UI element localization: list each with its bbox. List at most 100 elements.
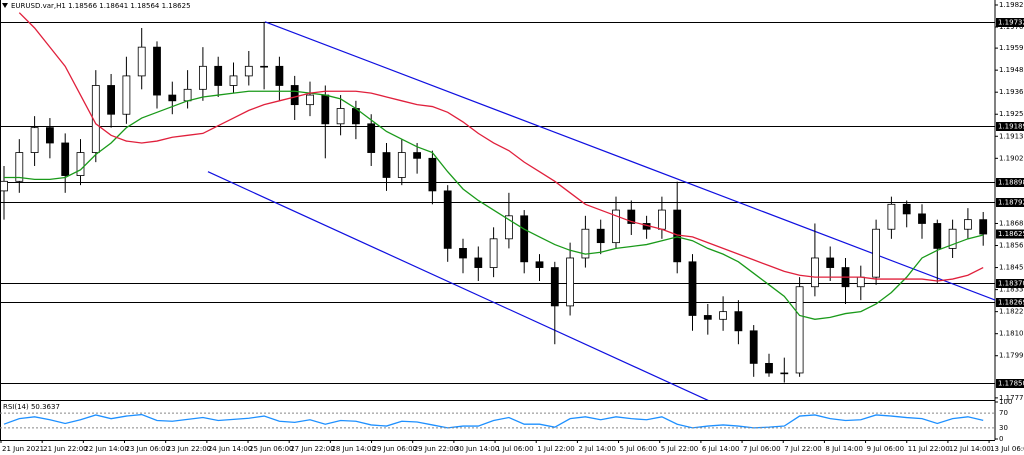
x-tick-label: 6 Jul 14:00 xyxy=(702,445,740,453)
price-label-text: 1.18625 xyxy=(998,230,1024,238)
level-label: 1.19732 xyxy=(996,18,1024,27)
x-tick-label: 25 Jun 06:00 xyxy=(249,445,293,453)
x-tick-label: 5 Jul 06:00 xyxy=(620,445,658,453)
y-tick-label: 1.19595 xyxy=(999,44,1024,52)
candle-body xyxy=(749,330,758,364)
x-tick-label: 21 Jun 2021 xyxy=(2,445,44,453)
candle-body xyxy=(504,215,513,240)
y-tick-label: 1.18105 xyxy=(999,330,1024,338)
level-label-box xyxy=(996,279,1024,288)
x-tick-label: 2 Jul 14:00 xyxy=(578,445,616,453)
x-tick-label: 7 Jul 06:00 xyxy=(743,445,781,453)
candle-body xyxy=(765,362,773,374)
candle-body xyxy=(887,203,896,230)
candle-body xyxy=(703,315,712,320)
candle-body xyxy=(734,311,743,332)
y-tick-label: 1.19480 xyxy=(999,66,1024,74)
x-tick-label: 29 Jun 22:00 xyxy=(414,445,458,453)
x-tick-label: 21 Jun 22:00 xyxy=(43,445,87,453)
candle-body xyxy=(107,85,115,115)
candle-body xyxy=(964,219,972,230)
candle-body xyxy=(566,257,574,307)
candle-body xyxy=(902,203,911,215)
candle-body xyxy=(826,257,835,268)
x-tick-label: 1 Jul 06:00 xyxy=(496,445,534,453)
candle-body xyxy=(872,228,880,278)
level-label-text: 1.17850 xyxy=(998,380,1024,388)
main-plot xyxy=(0,12,995,400)
x-tick-label: 12 Jul 14:00 xyxy=(949,445,991,453)
candle-body xyxy=(658,209,666,230)
candle-body xyxy=(413,152,422,159)
x-tick-label: 24 Jun 14:00 xyxy=(208,445,252,453)
candle-body xyxy=(933,223,942,249)
level-label: 1.19189 xyxy=(996,122,1024,131)
x-tick-label: 11 Jul 22:00 xyxy=(908,445,950,453)
level-label-box xyxy=(996,122,1024,131)
y-tick-label: 1.19020 xyxy=(999,154,1024,162)
rsi-line xyxy=(3,413,984,429)
y-tick-label: 1.19135 xyxy=(999,132,1024,140)
candle-body xyxy=(137,46,146,77)
level-label-text: 1.19732 xyxy=(998,19,1024,27)
candle-body xyxy=(382,152,391,178)
candle-body xyxy=(948,228,957,249)
candle-body xyxy=(979,219,988,235)
rsi-tick-label: 100 xyxy=(999,398,1012,406)
x-tick-label: 28 Jun 14:00 xyxy=(331,445,375,453)
candle-body xyxy=(612,209,620,244)
y-tick-label: 1.18220 xyxy=(999,308,1024,316)
y-tick-label: 1.19365 xyxy=(999,88,1024,96)
y-tick-label: 1.18450 xyxy=(999,264,1024,272)
candle-body xyxy=(535,261,544,268)
candle-body xyxy=(443,190,452,249)
moving-average xyxy=(18,12,984,282)
x-tick-label: 1 Jul 22:00 xyxy=(537,445,575,453)
y-tick-label: 1.17770 xyxy=(999,394,1024,402)
candle-body xyxy=(489,238,498,268)
candle-body xyxy=(306,94,314,106)
symbol-arrow xyxy=(2,3,8,8)
y-tick-label: 1.18335 xyxy=(999,286,1024,294)
level-label-text: 1.18269 xyxy=(998,299,1024,307)
candle-body xyxy=(367,123,376,153)
candle-body xyxy=(459,247,467,259)
chart-title: EURUSD.var,H1 1.18566 1.18641 1.18564 1.… xyxy=(11,2,191,10)
x-tick-label: 5 Jul 22:00 xyxy=(661,445,699,453)
candle-body xyxy=(321,94,330,125)
level-label-text: 1.18792 xyxy=(998,199,1024,207)
level-label-box xyxy=(996,298,1024,307)
candle-body xyxy=(0,180,8,192)
x-tick-label: 22 Jun 14:00 xyxy=(84,445,128,453)
candle-body xyxy=(688,261,697,316)
price-label: 1.18625 xyxy=(996,229,1024,239)
rsi-tick-label: 30 xyxy=(999,424,1008,432)
level-label: 1.18898 xyxy=(996,178,1024,187)
candle-body xyxy=(719,311,727,320)
candle-body xyxy=(290,85,299,106)
rsi-title: RSI(14) 50.3637 xyxy=(3,403,60,411)
x-tick-label: 7 Jul 22:00 xyxy=(784,445,822,453)
candle-body xyxy=(856,276,865,288)
candle-body xyxy=(520,215,529,263)
price-label-box xyxy=(996,229,1024,239)
rsi-plot xyxy=(3,413,984,429)
candle-body xyxy=(76,152,85,176)
candle-body xyxy=(244,65,253,77)
level-label-text: 1.19189 xyxy=(998,123,1024,131)
level-label-text: 1.18370 xyxy=(998,280,1024,288)
candle-body xyxy=(275,65,284,86)
y-tick-label: 1.18680 xyxy=(999,219,1024,227)
candle-body xyxy=(153,46,161,96)
candle-body xyxy=(596,228,605,244)
moving-average xyxy=(4,90,984,320)
x-tick-label: 30 Jun 14:00 xyxy=(455,445,499,453)
x-tick-label: 9 Jul 06:00 xyxy=(867,445,905,453)
y-tick-label: 1.19250 xyxy=(999,110,1024,118)
candle-body xyxy=(46,127,54,144)
level-label-text: 1.18898 xyxy=(998,179,1024,187)
candle-body xyxy=(122,75,131,115)
x-tick-label: 27 Jun 22:00 xyxy=(290,445,334,453)
candle-body xyxy=(780,372,789,375)
candle-body xyxy=(214,65,223,86)
